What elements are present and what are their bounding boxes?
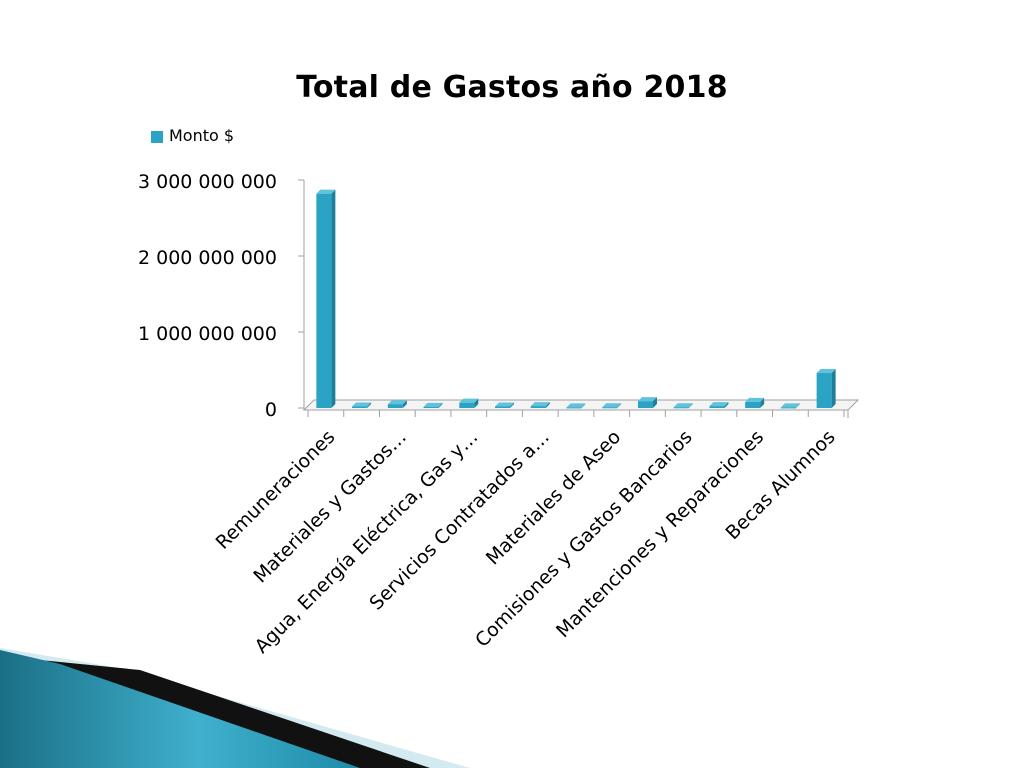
bar [495,402,515,408]
bar-side [688,403,693,408]
bar [566,403,586,409]
y-tick-label: 1 000 000 000 [138,323,277,345]
bar-front [816,373,832,408]
bar [673,403,693,409]
bar [816,369,836,408]
bar-top [459,398,479,403]
bar [530,402,550,408]
bar [316,189,336,408]
bar [423,402,443,408]
bar [602,403,622,409]
bar-front [387,404,403,408]
bar-front [602,407,618,409]
bar [780,403,800,409]
bar-top [566,403,586,408]
bar-top [709,402,729,407]
bar-top [780,403,800,408]
bars [316,189,836,409]
legend-swatch [151,131,163,143]
bar-front [709,406,725,408]
y-tick-label: 2 000 000 000 [138,247,277,269]
bar-side [438,402,443,408]
bar-front [495,406,511,408]
bar-side [581,403,586,408]
bar-top [816,369,836,374]
bar-side [724,402,729,408]
axes [298,179,860,418]
bar-front [673,407,689,409]
legend-label: Monto $ [169,126,235,145]
bar-side [331,189,336,408]
bar-side [617,403,622,408]
bar [352,402,372,408]
bar-top [352,402,372,407]
bar-top [316,189,336,194]
bar-side [367,402,372,408]
bar-top [602,403,622,408]
bar-front [745,401,761,408]
bar-top [530,402,550,407]
bar-side [545,402,550,408]
bar-front [316,193,332,408]
x-tick-label: Remuneraciones [212,426,340,554]
bar-top [673,403,693,408]
legend: Monto $ [151,126,234,145]
bar-front [459,402,475,408]
bar-side [474,398,479,408]
x-tick-label: Materiales de Aseo [482,426,625,569]
bar-front [780,407,796,409]
decor-dark-stripe [40,660,430,768]
bar-front [530,406,546,408]
bar-front [352,406,368,408]
bar [459,398,479,408]
bar-side [795,403,800,408]
bar-top [637,397,657,402]
bar-front [423,406,439,408]
bar-side [510,402,515,408]
y-tick-label: 3 000 000 000 [138,171,277,193]
chart-title: Total de Gastos año 2018 [296,70,728,105]
bar-side [402,400,407,408]
y-tick-labels: 0 1 000 000 000 2 000 000 000 3 000 000 000 [138,171,277,421]
bar-side [760,397,765,408]
bar-side [652,397,657,408]
bar [709,402,729,408]
bar-front [637,401,653,408]
bar-top [387,400,407,405]
bar [637,397,657,408]
bar-top [745,397,765,402]
bar-side [831,369,836,408]
decor-teal-band [0,650,360,768]
bar [745,397,765,408]
bar-top [423,402,443,407]
bar [387,400,407,408]
bar-top [495,402,515,407]
bar-front [566,407,582,409]
y-tick-label: 0 [265,399,277,421]
